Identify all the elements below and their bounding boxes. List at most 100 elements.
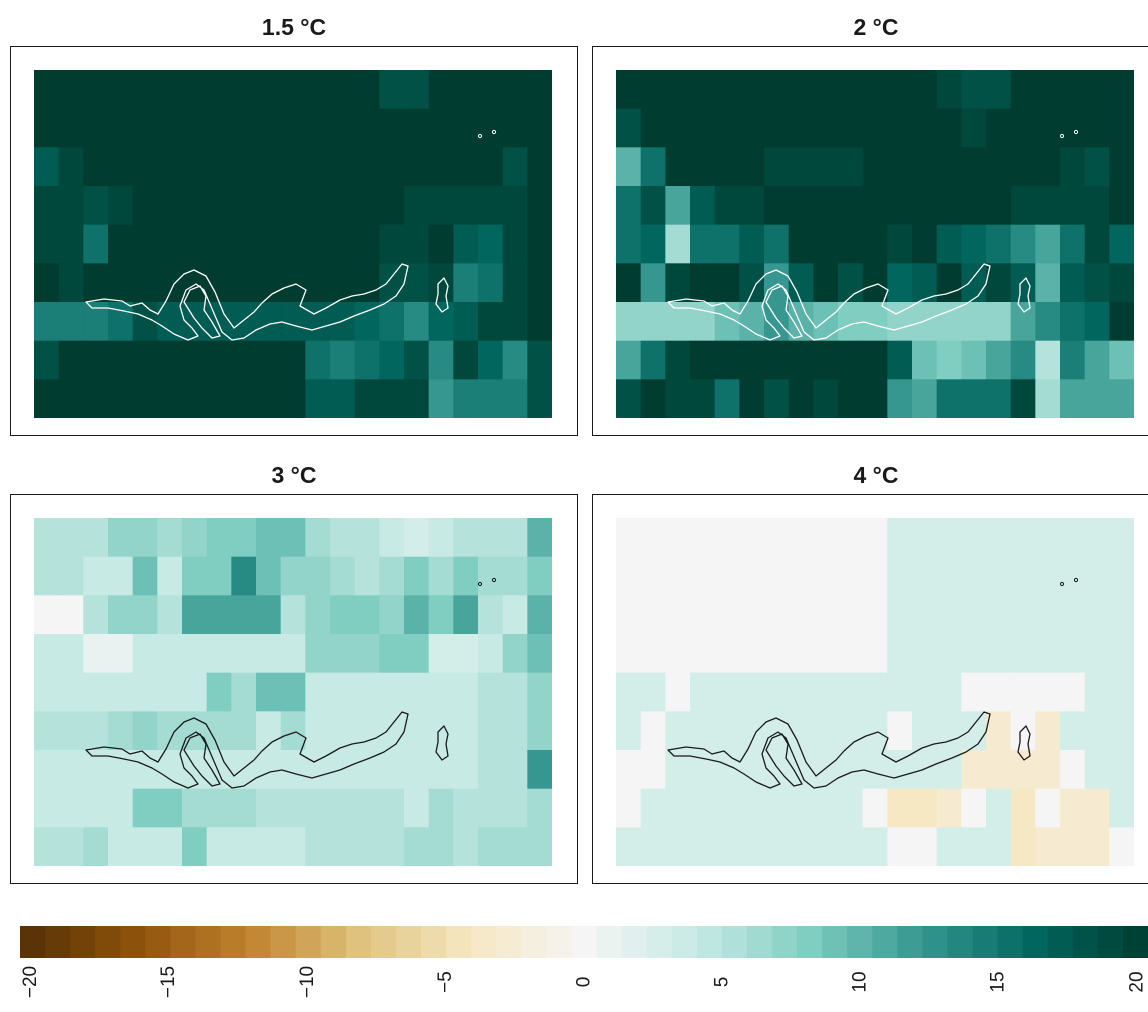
heatmap-cell — [256, 711, 282, 751]
heatmap-cell — [478, 827, 504, 866]
heatmap-cell — [354, 263, 380, 303]
heatmap-cell — [478, 186, 504, 226]
heatmap-cell — [379, 302, 405, 342]
heatmap-cell — [1060, 186, 1086, 226]
heatmap-cell — [428, 108, 454, 148]
heatmap-cell — [788, 108, 814, 148]
colorbar-tick-label: 0 — [572, 976, 594, 988]
heatmap-cell — [1035, 556, 1061, 596]
heatmap-cell — [665, 186, 691, 226]
heatmap-cell — [108, 750, 134, 790]
heatmap-cell — [379, 672, 405, 712]
heatmap-cell — [690, 224, 716, 264]
heatmap-cell — [986, 672, 1012, 712]
heatmap-cell — [330, 750, 356, 790]
heatmap-cell — [305, 634, 331, 674]
heatmap-cell — [739, 518, 765, 558]
heatmap-cell — [690, 750, 716, 790]
heatmap-cell — [862, 302, 888, 342]
heatmap-cell — [206, 711, 232, 751]
heatmap-cell — [182, 595, 208, 635]
heatmap-cell — [912, 672, 938, 712]
heatmap-cell — [502, 518, 528, 558]
heatmap-cell — [502, 70, 528, 110]
heatmap-cell — [231, 70, 257, 110]
colorbar-swatch — [1072, 926, 1099, 958]
heatmap-cell — [912, 827, 938, 866]
coastline-outline — [1017, 725, 1031, 761]
heatmap-cell — [912, 595, 938, 635]
heatmap-cell — [58, 108, 84, 148]
heatmap-cell — [354, 340, 380, 380]
heatmap-cell — [838, 379, 864, 418]
panel-title-4: 4 °C — [853, 462, 899, 488]
heatmap-cell — [1035, 750, 1061, 790]
heatmap-cell — [1035, 711, 1061, 751]
heatmap-cell — [379, 556, 405, 596]
heatmap-cell — [961, 750, 987, 790]
heatmap-cell — [1109, 788, 1134, 828]
heatmap-cell — [616, 518, 642, 558]
heatmap-cell — [108, 711, 134, 751]
heatmap-cell — [453, 302, 479, 342]
heatmap-cell — [739, 711, 765, 751]
heatmap-cell — [206, 788, 232, 828]
heatmap-cell — [182, 379, 208, 418]
heatmap-cell — [58, 750, 84, 790]
heatmap-cell — [1060, 750, 1086, 790]
heatmap-cell — [330, 340, 356, 380]
colorbar-swatch — [20, 926, 46, 958]
heatmap-cell — [157, 827, 183, 866]
heatmap-cell — [1035, 788, 1061, 828]
colorbar-swatch — [997, 926, 1024, 958]
heatmap-cell — [862, 224, 888, 264]
heatmap-cell — [739, 340, 765, 380]
heatmap-cell — [862, 379, 888, 418]
heatmap-cell — [305, 224, 331, 264]
heatmap-cell — [813, 224, 839, 264]
heatmap-cell — [1060, 108, 1086, 148]
heatmap-cell — [1084, 711, 1110, 751]
heatmap-cell — [764, 186, 790, 226]
heatmap-cell — [354, 672, 380, 712]
heatmap-cell — [404, 672, 430, 712]
heatmap-cell — [206, 518, 232, 558]
heatmap-cell — [83, 556, 109, 596]
heatmap-cell — [305, 302, 331, 342]
heatmap-cell — [453, 70, 479, 110]
heatmap-cell — [108, 340, 134, 380]
heatmap-cell — [1060, 827, 1086, 866]
heatmap-cell — [1060, 672, 1086, 712]
heatmap-cell — [1035, 147, 1061, 187]
heatmap-cell — [1084, 186, 1110, 226]
heatmap-cell — [34, 595, 60, 635]
heatmap-cell — [788, 147, 814, 187]
heatmap-cell — [887, 518, 913, 558]
heatmap-cell — [1035, 70, 1061, 110]
heatmap-cell — [1109, 827, 1134, 866]
colorbar-swatch — [45, 926, 71, 958]
heatmap-cell — [862, 827, 888, 866]
heatmap-cell — [838, 595, 864, 635]
heatmap-cell — [182, 224, 208, 264]
heatmap-cell — [280, 302, 306, 342]
heatmap-cell — [1010, 827, 1036, 866]
heatmap-cell — [280, 672, 306, 712]
heatmap-cell — [34, 788, 60, 828]
heatmap-cell — [961, 556, 987, 596]
heatmap-cell — [527, 108, 552, 148]
heatmap-cell — [616, 595, 642, 635]
heatmap-cell — [936, 672, 962, 712]
heatmap-cell — [1109, 518, 1134, 558]
colorbar-swatch — [295, 926, 322, 958]
heatmap-cell — [887, 263, 913, 303]
heatmap-cell — [231, 379, 257, 418]
heatmap-cell — [354, 711, 380, 751]
heatmap-cell — [404, 750, 430, 790]
heatmap-cell — [231, 263, 257, 303]
heatmap-cell — [256, 108, 282, 148]
heatmap-cell — [665, 595, 691, 635]
heatmap-cell — [305, 595, 331, 635]
heatmap-cell — [813, 556, 839, 596]
heatmap-cell — [961, 595, 987, 635]
